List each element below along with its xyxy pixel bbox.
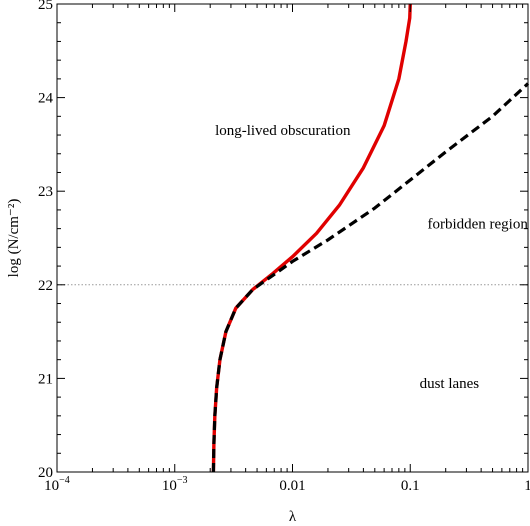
x-tick-label: 0.01: [279, 478, 305, 494]
tick-marks: [56, 3, 529, 473]
x-tick-label: 1: [524, 478, 530, 494]
annotation-2: forbidden region: [427, 217, 528, 233]
annotation-1: long-lived obscuration: [215, 123, 351, 139]
series-line-1-solid: [211, 3, 412, 473]
y-tick-label: 20: [38, 465, 53, 481]
y-tick-label: 25: [38, 0, 53, 13]
y-tick-label: 24: [38, 91, 54, 107]
annotations: long-lived obscuration forbidden region du…: [215, 123, 528, 392]
x-tick-label: 0.1: [401, 478, 420, 494]
plot-frame: [56, 3, 529, 473]
series-layer: [211, 3, 530, 473]
series-line-2-dashed: [211, 82, 530, 473]
annotation-3: dust lanes: [420, 376, 480, 392]
y-tick-label: 22: [38, 278, 53, 294]
x-axis-title: λ: [289, 509, 297, 525]
x-tick-label: 10−4: [44, 475, 70, 494]
tick-labels: 10−4 10−3 0.01 0.1 1 20 21 22 23 24 25: [38, 0, 530, 494]
x-tick-label: 10−3: [162, 475, 188, 494]
y-tick-label: 21: [38, 371, 53, 387]
y-tick-label: 23: [38, 184, 53, 200]
y-axis-title: log (N/cm⁻²): [6, 199, 22, 278]
